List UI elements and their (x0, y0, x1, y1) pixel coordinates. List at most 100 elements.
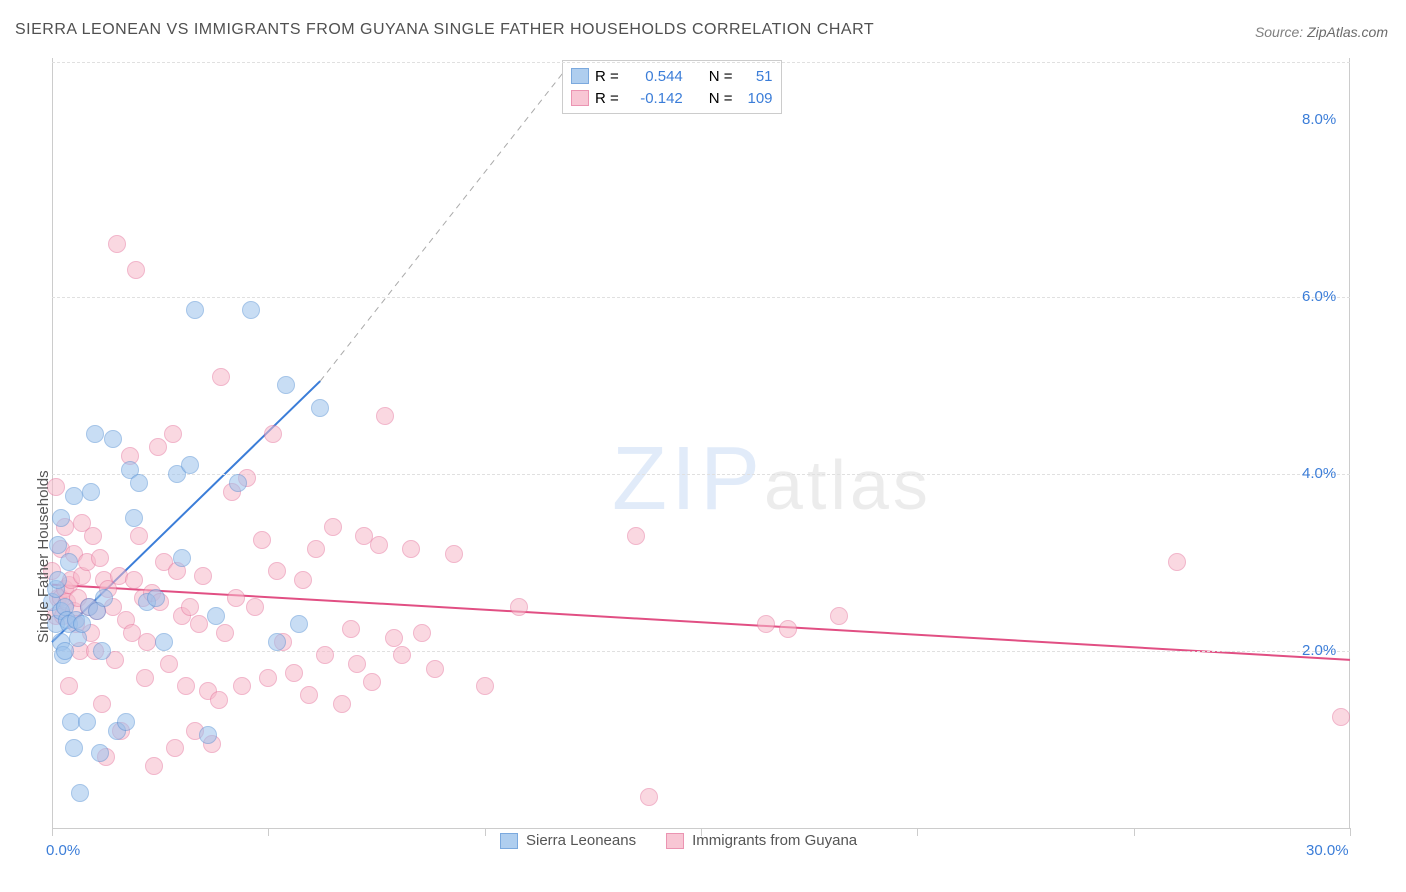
r-value-pink: -0.142 (625, 90, 683, 107)
gridline (52, 62, 1350, 63)
point-pink (342, 620, 360, 638)
point-pink (253, 531, 271, 549)
point-pink (145, 757, 163, 775)
point-pink (246, 598, 264, 616)
point-blue (147, 589, 165, 607)
point-pink (227, 589, 245, 607)
point-pink (233, 677, 251, 695)
chart-title: SIERRA LEONEAN VS IMMIGRANTS FROM GUYANA… (15, 21, 874, 39)
swatch-blue (571, 68, 589, 84)
swatch-blue (500, 833, 518, 849)
point-blue (78, 713, 96, 731)
point-blue (173, 549, 191, 567)
point-pink (316, 646, 334, 664)
point-pink (190, 615, 208, 633)
x-tick (52, 828, 53, 836)
point-blue (155, 633, 173, 651)
point-blue (104, 430, 122, 448)
source-credit: Source: ZipAtlas.com (1255, 24, 1388, 40)
point-pink (216, 624, 234, 642)
correlation-legend: R = 0.544 N = 51 R = -0.142 N = 109 (562, 60, 782, 114)
point-blue (242, 301, 260, 319)
source-label: Source: (1255, 24, 1303, 40)
point-blue (71, 784, 89, 802)
point-pink (125, 571, 143, 589)
point-blue (186, 301, 204, 319)
legend-label-pink: Immigrants from Guyana (692, 832, 857, 849)
point-pink (60, 677, 78, 695)
point-pink (413, 624, 431, 642)
point-pink (640, 788, 658, 806)
trendline (52, 585, 1350, 660)
point-pink (307, 540, 325, 558)
series-legend: Sierra Leoneans Immigrants from Guyana (500, 832, 857, 849)
y-tick-label: 6.0% (1302, 288, 1336, 305)
point-pink (91, 549, 109, 567)
n-value-blue: 51 (739, 68, 773, 85)
point-pink (402, 540, 420, 558)
point-pink (376, 407, 394, 425)
point-blue (86, 425, 104, 443)
x-tick (268, 828, 269, 836)
y-tick-label: 2.0% (1302, 642, 1336, 659)
legend-item-pink: Immigrants from Guyana (666, 832, 857, 849)
legend-item-blue: Sierra Leoneans (500, 832, 636, 849)
point-pink (259, 669, 277, 687)
point-pink (285, 664, 303, 682)
point-pink (210, 691, 228, 709)
n-label: N = (709, 68, 733, 85)
point-pink (164, 425, 182, 443)
point-pink (363, 673, 381, 691)
point-pink (393, 646, 411, 664)
point-blue (199, 726, 217, 744)
swatch-pink (666, 833, 684, 849)
watermark-zip: ZIP (612, 428, 764, 531)
point-blue (207, 607, 225, 625)
point-blue (73, 615, 91, 633)
point-blue (181, 456, 199, 474)
point-blue (311, 399, 329, 417)
point-pink (757, 615, 775, 633)
point-blue (95, 589, 113, 607)
point-pink (160, 655, 178, 673)
point-blue (60, 553, 78, 571)
y-tick-label: 4.0% (1302, 465, 1336, 482)
gridline (52, 297, 1350, 298)
point-pink (627, 527, 645, 545)
point-pink (779, 620, 797, 638)
r-label: R = (595, 90, 619, 107)
point-pink (1168, 553, 1186, 571)
y-axis-line (52, 58, 53, 828)
watermark: ZIPatlas (612, 428, 932, 531)
point-pink (426, 660, 444, 678)
point-blue (117, 713, 135, 731)
point-pink (194, 567, 212, 585)
point-blue (65, 739, 83, 757)
point-pink (300, 686, 318, 704)
plot-area: ZIPatlas R = 0.544 N = 51 R = -0.142 N =… (52, 58, 1350, 828)
point-pink (130, 527, 148, 545)
point-pink (93, 695, 111, 713)
point-pink (136, 669, 154, 687)
point-blue (130, 474, 148, 492)
r-value-blue: 0.544 (625, 68, 683, 85)
point-pink (510, 598, 528, 616)
point-pink (830, 607, 848, 625)
point-pink (127, 261, 145, 279)
point-blue (52, 509, 70, 527)
point-pink (333, 695, 351, 713)
point-pink (476, 677, 494, 695)
x-tick (917, 828, 918, 836)
point-blue (290, 615, 308, 633)
point-blue (125, 509, 143, 527)
point-blue (268, 633, 286, 651)
point-pink (177, 677, 195, 695)
n-label: N = (709, 90, 733, 107)
source-value: ZipAtlas.com (1307, 24, 1388, 40)
x-tick (1134, 828, 1135, 836)
legend-row-pink: R = -0.142 N = 109 (571, 87, 773, 109)
point-blue (93, 642, 111, 660)
point-blue (91, 744, 109, 762)
x-tick (1350, 828, 1351, 836)
x-tick (485, 828, 486, 836)
